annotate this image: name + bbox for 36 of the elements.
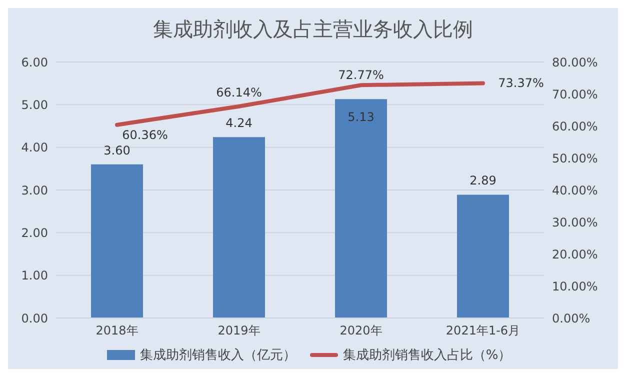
x-tick-label: 2018年 [96, 324, 138, 338]
x-tick-label: 2020年 [340, 324, 382, 338]
y2-tick-label: 80.00% [552, 55, 598, 70]
y-tick-label: 1.00 [21, 268, 48, 283]
y-tick-label: 5.00 [21, 98, 48, 112]
data-label: 4.24 [226, 116, 252, 130]
bar [213, 137, 265, 318]
y2-tick-label: 30.00% [552, 215, 598, 230]
bar [335, 99, 387, 318]
y2-tick-label: 70.00% [552, 87, 598, 102]
y-tick-label: 2.00 [21, 226, 48, 240]
bar [91, 164, 143, 318]
legend-label: 集成助剂销售收入占比（%） [342, 347, 512, 364]
data-label: 66.14% [216, 85, 262, 100]
chart-title: 集成助剂收入及占主营业务收入比例 [152, 16, 474, 43]
y-tick-label: 4.00 [21, 140, 48, 155]
data-label: 72.77% [338, 68, 384, 82]
data-label: 3.60 [104, 143, 130, 158]
data-label: 5.13 [348, 110, 374, 124]
y-tick-label: 6.00 [21, 55, 48, 70]
y2-tick-label: 0.00% [552, 311, 590, 326]
data-label: 2.89 [470, 174, 496, 188]
y2-tick-label: 40.00% [552, 183, 598, 198]
x-tick-label: 2019年 [218, 324, 260, 338]
line-series [115, 81, 485, 127]
data-label: 60.36% [122, 128, 168, 142]
y2-tick-label: 20.00% [552, 247, 598, 262]
x-tick-label: 2021年1-6月 [446, 324, 520, 338]
data-label: 73.37% [498, 76, 544, 90]
y-tick-label: 3.00 [21, 183, 48, 198]
y2-tick-label: 60.00% [552, 119, 598, 134]
bar [457, 194, 509, 318]
y-tick-label: 0.00 [21, 311, 48, 326]
y2-tick-label: 50.00% [552, 151, 598, 166]
legend-label: 集成助剂销售收入（亿元） [138, 347, 296, 364]
y2-tick-label: 10.00% [552, 279, 598, 294]
